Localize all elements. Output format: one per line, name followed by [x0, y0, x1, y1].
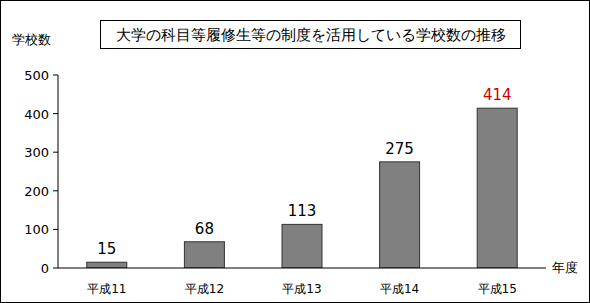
y-tick-label: 200	[24, 184, 49, 199]
data-label: 15	[97, 240, 116, 258]
x-tick-label: 平成11	[87, 282, 126, 296]
bars	[87, 108, 517, 268]
y-axis	[58, 75, 59, 268]
x-tick-label: 平成13	[282, 282, 321, 296]
x-axis	[58, 268, 546, 269]
y-tick-label: 500	[24, 68, 49, 83]
y-tick	[53, 152, 58, 153]
y-tick	[53, 229, 58, 230]
bar	[380, 162, 420, 268]
y-tick	[53, 268, 58, 269]
y-tick	[53, 113, 58, 114]
title: 大学の科目等履修生等の制度を活用している学校数の推移	[116, 26, 506, 44]
y-tick-label: 300	[24, 145, 49, 160]
title-box	[101, 21, 521, 49]
y-tick-label: 0	[41, 261, 49, 276]
y-tick-label: 100	[24, 222, 49, 237]
y-axis-label: 学校数	[12, 32, 51, 47]
bar	[87, 262, 127, 268]
x-axis-label: 年度	[552, 260, 578, 275]
bar	[184, 242, 224, 268]
x-tick-label: 平成15	[478, 282, 517, 296]
chart: 大学の科目等履修生等の制度を活用している学校数の推移 学校数年度 0 100 200 30…	[0, 0, 590, 303]
data-labels: 15 68 113 275 414	[97, 86, 511, 258]
chart-frame	[1, 1, 590, 303]
data-label: 113	[288, 202, 317, 220]
y-tick	[53, 75, 58, 76]
data-label: 68	[195, 220, 214, 238]
y-tick	[53, 190, 58, 191]
y-tick-label: 400	[24, 107, 49, 122]
x-tick-label: 平成14	[380, 282, 419, 296]
bar	[477, 108, 517, 268]
data-label: 275	[385, 140, 414, 158]
x-tick-label: 平成12	[185, 282, 224, 296]
bar	[282, 224, 322, 268]
data-label: 414	[483, 86, 512, 104]
